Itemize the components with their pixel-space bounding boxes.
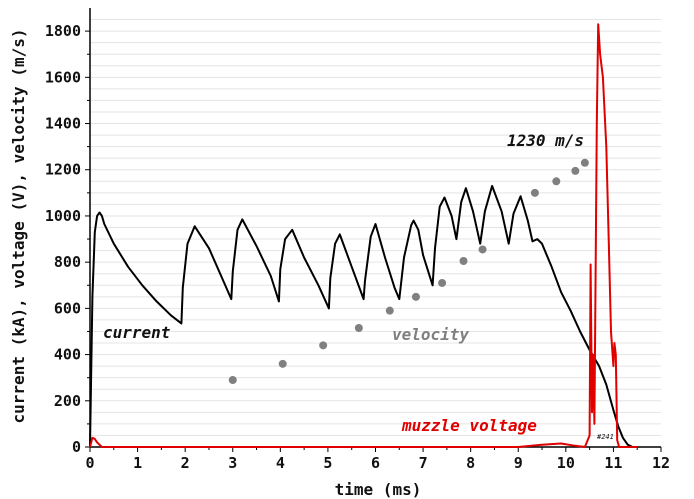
y-tick-label: 0 (72, 438, 81, 456)
y-axis-label: current (kA), voltage (V), velocity (m/s… (9, 29, 28, 424)
x-tick-label: 8 (466, 454, 475, 472)
velocity-point (459, 257, 468, 266)
y-tick-label: 200 (54, 392, 81, 410)
data-marks (89, 23, 638, 448)
velocity-point (278, 359, 287, 368)
velocity-point (319, 341, 328, 350)
velocity-point (228, 375, 237, 384)
velocity-point (478, 245, 487, 254)
x-tick-label: 12 (652, 454, 670, 472)
y-tick-label: 800 (54, 253, 81, 271)
current-annotation: current (103, 323, 171, 342)
y-tick-label: 400 (54, 346, 81, 364)
velocity-point (354, 324, 363, 333)
x-tick-label: 6 (371, 454, 380, 472)
velocity-point (571, 166, 580, 175)
velocity-annotation: velocity (392, 325, 469, 344)
y-tick-label: 1800 (45, 22, 81, 40)
muzzle-voltage-line (89, 23, 638, 448)
x-tick-label: 0 (85, 454, 94, 472)
x-tick-label: 7 (419, 454, 428, 472)
final-velocity-annotation: 1230 m/s (507, 131, 584, 150)
muzzle-voltage-annotation: muzzle voltage (401, 416, 537, 435)
y-tick-label: 1000 (45, 207, 81, 225)
x-axis-label: time (ms) (335, 480, 422, 499)
current-line (89, 184, 633, 448)
grid-lines (90, 19, 661, 436)
velocity-point (385, 306, 394, 315)
x-tick-label: 4 (276, 454, 285, 472)
x-tick-label: 11 (604, 454, 622, 472)
y-tick-label: 1400 (45, 115, 81, 133)
velocity-point (438, 278, 447, 287)
velocity-point (411, 292, 420, 301)
x-tick-label: 10 (557, 454, 575, 472)
x-tick-label: 3 (228, 454, 237, 472)
run-id-label: #241 (596, 433, 614, 441)
x-tick-label: 5 (323, 454, 332, 472)
x-tick-label: 1 (133, 454, 142, 472)
y-tick-label: 1600 (45, 68, 81, 86)
x-tick-label: 2 (181, 454, 190, 472)
y-tick-label: 600 (54, 299, 81, 317)
x-tick-label: 9 (514, 454, 523, 472)
velocity-point (580, 158, 589, 167)
velocity-point (530, 188, 539, 197)
velocity-point (552, 177, 561, 186)
y-tick-label: 1200 (45, 161, 81, 179)
tick-labels: 0 1 2 3 4 5 6 7 8 9 10 11 12020040060080010001200140… (45, 22, 670, 472)
